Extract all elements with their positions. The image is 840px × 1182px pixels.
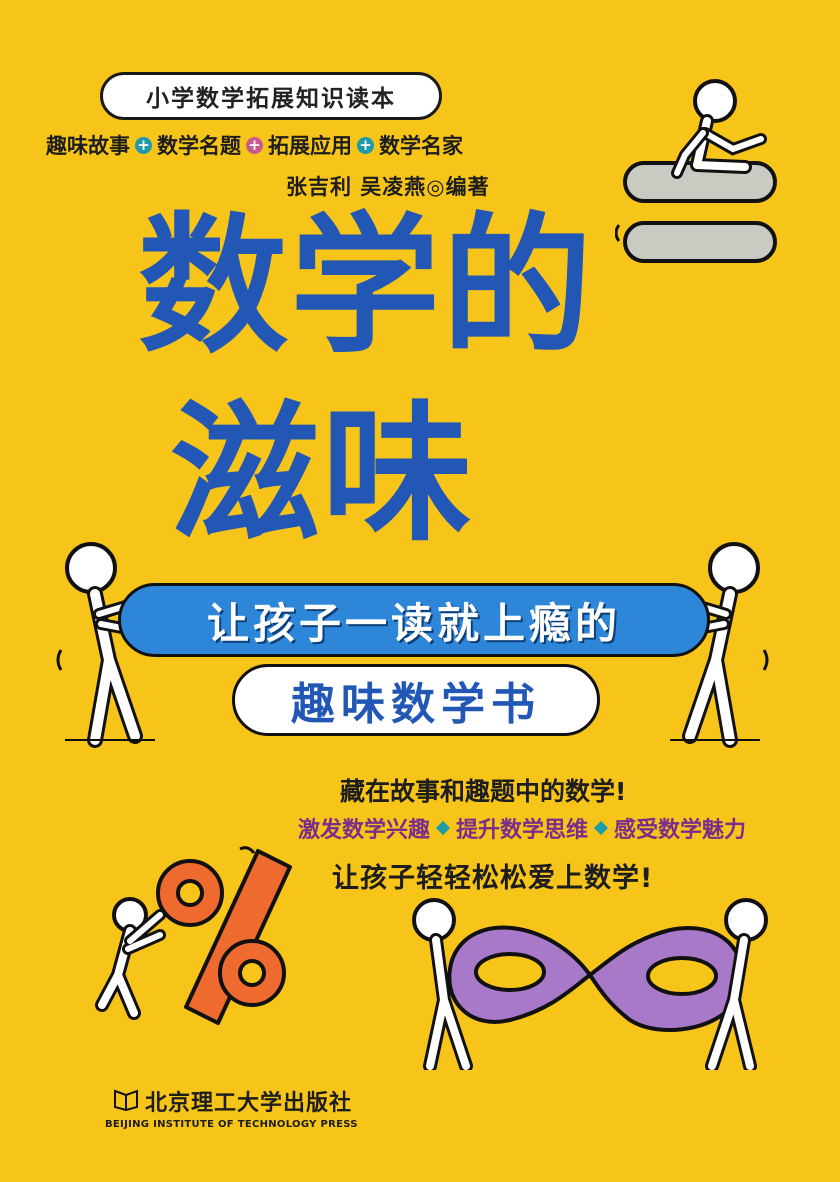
tagline-item-3: 拓展应用: [268, 134, 352, 158]
series-badge: 小学数学拓展知识读本: [100, 72, 442, 120]
authors: 张吉利 吴凌燕◎编著: [286, 175, 490, 199]
plus-icon: +: [135, 136, 152, 154]
blurb-point-1: 激发数学兴趣: [298, 818, 431, 843]
blurb-line-3: 让孩子轻轻松松爱上数学!: [332, 863, 654, 894]
subtitle-badge: 趣味数学书: [232, 664, 600, 736]
plus-icon: +: [246, 136, 263, 154]
percent-sign-with-figure-illustration: [95, 846, 292, 1025]
banner-text: 让孩子一读就上瘾的: [206, 598, 621, 648]
diamond-icon: [435, 820, 451, 836]
book-title-line-1: 数学的: [138, 200, 595, 374]
figure-on-minus-sign-illustration: [615, 79, 777, 263]
tagline-item-1: 趣味故事: [46, 134, 130, 158]
book-logo-icon: [114, 1089, 138, 1111]
blurb-points: 激发数学兴趣 提升数学思维 感受数学魅力: [298, 812, 746, 844]
blurb-point-3: 感受数学魅力: [614, 818, 747, 843]
infinity-sign-with-figures-illustration: [412, 898, 768, 1070]
book-title-line-2: 滋味: [170, 388, 475, 562]
series-label: 小学数学拓展知识读本: [146, 86, 396, 112]
tagline: 趣味故事 + 数学名题 + 拓展应用 + 数学名家: [46, 128, 463, 162]
tagline-item-2: 数学名题: [157, 134, 241, 158]
publisher-name-cn: 北京理工大学出版社: [145, 1091, 353, 1116]
blurb-line-1: 藏在故事和趣题中的数学!: [340, 777, 627, 806]
plus-icon: +: [357, 136, 374, 154]
diamond-icon: [593, 820, 609, 836]
blurb-point-2: 提升数学思维: [456, 818, 589, 843]
banner: 让孩子一读就上瘾的: [118, 583, 710, 657]
tagline-item-4: 数学名家: [379, 134, 463, 158]
publisher-name-en: BEIJING INSTITUTE OF TECHNOLOGY PRESS: [105, 1119, 358, 1130]
subtitle-text: 趣味数学书: [291, 679, 541, 730]
